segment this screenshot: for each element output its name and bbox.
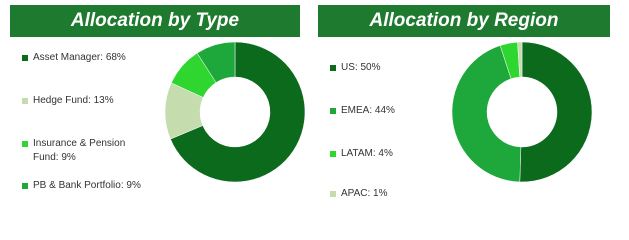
legend-swatch bbox=[22, 183, 28, 189]
donut-slice bbox=[170, 41, 306, 183]
legend-label: US: 50% bbox=[341, 62, 381, 73]
legend-label: Hedge Fund: 13% bbox=[33, 95, 114, 106]
donut-slice bbox=[519, 41, 593, 183]
legend-swatch bbox=[22, 141, 28, 147]
legend-label: PB & Bank Portfolio: 9% bbox=[33, 180, 141, 191]
chart-title: Allocation by Region bbox=[318, 5, 610, 37]
legend-label: Insurance & Pension Fund: 9% bbox=[33, 138, 126, 163]
donut-slice bbox=[451, 45, 522, 183]
legend-label: EMEA: 44% bbox=[341, 105, 395, 116]
legend-swatch bbox=[22, 98, 28, 104]
chart-title: Allocation by Type bbox=[10, 5, 300, 37]
legend-label: APAC: 1% bbox=[341, 188, 388, 199]
donut-slice bbox=[196, 41, 236, 83]
legend-swatch bbox=[330, 151, 336, 157]
legend-swatch bbox=[330, 65, 336, 71]
page: Allocation by Type Allocation by Region … bbox=[10, 5, 610, 199]
donuts bbox=[164, 41, 593, 183]
legend-swatch bbox=[330, 191, 336, 197]
legend-swatch bbox=[330, 108, 336, 114]
legend-label: LATAM: 4% bbox=[341, 148, 393, 159]
donut-slice bbox=[517, 41, 523, 78]
legend-swatch bbox=[22, 55, 28, 61]
legend-label: Asset Manager: 68% bbox=[33, 52, 126, 63]
